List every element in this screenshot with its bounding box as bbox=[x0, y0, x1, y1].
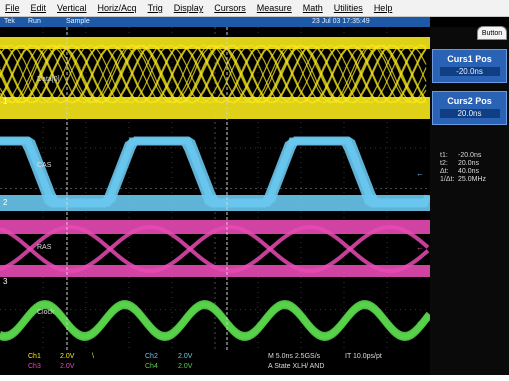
channel-marker-2[interactable]: 2 bbox=[3, 198, 8, 207]
ch3-label[interactable]: Ch3 bbox=[28, 363, 41, 370]
interpolation-readout: IT 10.0ps/pt bbox=[345, 353, 382, 360]
datetime: 23 Jul 03 17:35:49 bbox=[312, 18, 370, 25]
trace-cas bbox=[0, 136, 430, 211]
menu-trig[interactable]: Trig bbox=[147, 3, 163, 13]
readout-delta-t: Δt: 40.0ns bbox=[440, 168, 480, 175]
arrow-left-icon: ← bbox=[416, 169, 424, 178]
menu-measure[interactable]: Measure bbox=[256, 3, 292, 13]
curs2-title: Curs2 Pos bbox=[447, 96, 492, 106]
ch1-scale[interactable]: 2.0V bbox=[60, 353, 75, 360]
menu-file[interactable]: File bbox=[5, 3, 20, 13]
readout-frequency: 1/Δt: 25.0MHz bbox=[440, 176, 487, 183]
channel-marker-1[interactable]: 1 bbox=[3, 97, 8, 106]
channel-marker-3[interactable]: 3 bbox=[3, 277, 8, 286]
arrow-left-icon: ← bbox=[416, 243, 424, 252]
menu-bar: File Edit Vertical Horiz/Acq Trig Displa… bbox=[0, 0, 509, 17]
ch1-label[interactable]: Ch1 bbox=[28, 353, 41, 360]
readout-t1: t1: -20.0ns bbox=[440, 152, 482, 159]
menu-display[interactable]: Display bbox=[173, 3, 204, 13]
menu-math[interactable]: Math bbox=[302, 3, 323, 13]
ch4-scale[interactable]: 2.0V bbox=[178, 363, 193, 370]
cursor-panel: Curs1 Pos -20.0ns Curs2 Pos 20.0ns t1: -2… bbox=[430, 27, 509, 375]
ch4-label[interactable]: Ch4 bbox=[145, 363, 158, 370]
curs1-title: Curs1 Pos bbox=[447, 54, 492, 64]
menu-vertical[interactable]: Vertical bbox=[57, 3, 87, 13]
curs2-value[interactable]: 20.0ns bbox=[439, 109, 500, 118]
curs2-position-control[interactable]: Curs2 Pos 20.0ns bbox=[432, 91, 507, 125]
menu-utilities[interactable]: Utilities bbox=[333, 3, 363, 13]
menu-help[interactable]: Help bbox=[373, 3, 393, 13]
button-tab[interactable]: Button bbox=[477, 26, 507, 40]
trace-label-cas: CAS bbox=[37, 162, 52, 169]
menu-cursors[interactable]: Cursors bbox=[214, 3, 246, 13]
timebase-readout[interactable]: M 5.0ns 2.5GS/s bbox=[268, 353, 321, 360]
trace-label-ras: RAS bbox=[37, 244, 52, 251]
trace-label-clock: Clock bbox=[37, 309, 55, 316]
channel-readouts: Ch1 2.0V \ Ch2 2.0V Ch3 2.0V Ch4 2.0V M … bbox=[0, 350, 430, 375]
scope-display: Tek Run Sample 23 Jul 03 17:35:49 Data[0… bbox=[0, 17, 509, 375]
ch2-label[interactable]: Ch2 bbox=[145, 353, 158, 360]
status-bar: Tek Run Sample 23 Jul 03 17:35:49 bbox=[0, 17, 430, 27]
menu-horiz-acq[interactable]: Horiz/Acq bbox=[97, 3, 137, 13]
trace-clock bbox=[0, 299, 430, 342]
ch3-scale[interactable]: 2.0V bbox=[60, 363, 75, 370]
curs1-value[interactable]: -20.0ns bbox=[439, 67, 500, 76]
menu-edit[interactable]: Edit bbox=[30, 3, 47, 13]
ch2-scale[interactable]: 2.0V bbox=[178, 353, 193, 360]
acquisition-mode: Sample bbox=[66, 18, 90, 25]
trace-data0 bbox=[0, 37, 430, 119]
ch1-symbol: \ bbox=[92, 353, 94, 360]
readout-t2: t2: 20.0ns bbox=[440, 160, 480, 167]
trigger-readout[interactable]: A State XLH/ AND bbox=[268, 363, 325, 370]
run-state: Run bbox=[28, 18, 41, 25]
curs1-position-control[interactable]: Curs1 Pos -20.0ns bbox=[432, 49, 507, 83]
brand-label: Tek bbox=[4, 18, 15, 25]
arrow-left-icon: ← bbox=[416, 317, 424, 326]
trace-ras bbox=[0, 220, 430, 277]
waveform-graticule[interactable] bbox=[0, 27, 430, 350]
trace-label-data0: Data[0] bbox=[37, 76, 60, 83]
